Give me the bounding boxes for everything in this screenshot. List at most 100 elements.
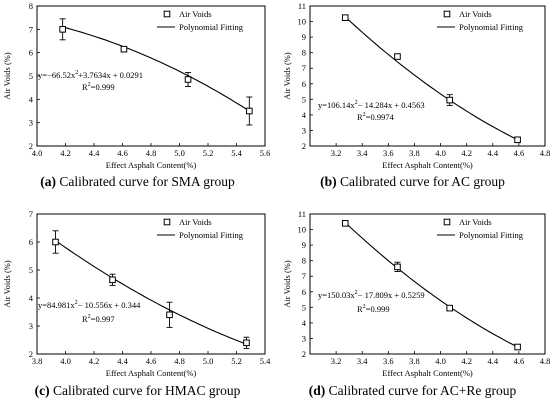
x-axis-label: Effect Asphalt Content(%) bbox=[382, 368, 473, 378]
data-point bbox=[341, 14, 349, 21]
x-tick-label: 4.6 bbox=[146, 356, 157, 366]
data-point bbox=[446, 96, 453, 104]
x-tick-label: 4.8 bbox=[540, 148, 550, 158]
data-point bbox=[394, 53, 401, 60]
x-tick-label: 4.8 bbox=[540, 356, 550, 366]
y-tick-label: 2 bbox=[29, 349, 33, 359]
chart-panel-c: 3.8 4.0 4.2 4.4 4.6 4.8 5.0 5.2 5.4 2 3 4 5 6 7 Effect … bbox=[2, 209, 271, 378]
data-point bbox=[166, 311, 173, 319]
x-tick-label: 3.8 bbox=[32, 356, 43, 366]
y-tick-label: 5 bbox=[302, 94, 306, 104]
x-tick-label: 5.6 bbox=[260, 148, 271, 158]
y-tick-label: 8 bbox=[29, 1, 33, 11]
x-tick-label: 5.4 bbox=[260, 356, 271, 366]
legend-label-air-voids: Air Voids bbox=[179, 9, 212, 19]
x-tick-label: 3.2 bbox=[331, 148, 342, 158]
x-tick-label: 3.8 bbox=[409, 356, 420, 366]
x-tick-label: 3.6 bbox=[383, 356, 394, 366]
legend-label-polynomial: Polynomial Fitting bbox=[459, 230, 524, 240]
x-tick-label: 3.8 bbox=[409, 148, 420, 158]
caption-b: (b) Calibrated curve for AC group bbox=[320, 174, 505, 189]
x-tick-label: 4.6 bbox=[117, 148, 128, 158]
x-tick-label: 3.2 bbox=[331, 356, 342, 366]
x-axis-label: Effect Asphalt Content(%) bbox=[106, 160, 197, 170]
chart-panel-d: 3.2 3.4 3.6 3.8 4.0 4.2 4.4 4.6 4.8 2 3 4 5 6 7 8 9 10 11 E… bbox=[282, 209, 550, 378]
y-tick-label: 11 bbox=[298, 1, 306, 11]
plot-frame bbox=[309, 213, 546, 355]
y-tick-label: 5 bbox=[29, 71, 33, 81]
y-tick-label: 6 bbox=[29, 237, 33, 247]
legend-marker-square bbox=[163, 218, 171, 226]
data-point bbox=[120, 45, 128, 53]
y-tick-label: 3 bbox=[29, 118, 33, 128]
x-tick-label: 4.8 bbox=[174, 356, 185, 366]
x-tick-label: 4.2 bbox=[89, 356, 100, 366]
y-tick-label: 10 bbox=[298, 225, 307, 235]
y-tick-label: 9 bbox=[302, 240, 306, 250]
legend-marker-square bbox=[443, 10, 451, 18]
y-axis-label: Air Voids (%) bbox=[282, 52, 292, 100]
x-tick-label: 4.4 bbox=[487, 148, 498, 158]
fit-curve bbox=[55, 240, 247, 345]
y-axis-label: Air Voids (%) bbox=[2, 52, 12, 100]
y-tick-label: 4 bbox=[29, 94, 34, 104]
fit-curve bbox=[62, 26, 250, 112]
x-tick-label: 4.0 bbox=[60, 356, 71, 366]
x-tick-label: 5.0 bbox=[174, 148, 185, 158]
data-point bbox=[394, 263, 401, 271]
y-tick-label: 6 bbox=[29, 48, 33, 58]
x-tick-label: 4.8 bbox=[146, 148, 157, 158]
r-squared: R2=0.999 bbox=[82, 82, 115, 92]
y-tick-label: 2 bbox=[29, 141, 33, 151]
x-tick-label: 3.4 bbox=[357, 148, 368, 158]
legend-label-polynomial: Polynomial Fitting bbox=[459, 22, 524, 32]
legend-marker-square bbox=[443, 218, 451, 226]
chart-panel-b: 3.2 3.4 3.6 3.8 4.0 4.2 4.4 4.6 4.8 2 3 4 5 6 7 8 9 10 11 E… bbox=[282, 1, 550, 170]
y-tick-label: 3 bbox=[302, 125, 306, 135]
y-axis-label: Air Voids (%) bbox=[282, 260, 292, 308]
y-tick-label: 7 bbox=[302, 271, 306, 281]
x-tick-label: 4.2 bbox=[60, 148, 71, 158]
y-tick-label: 8 bbox=[302, 48, 306, 58]
x-tick-label: 4.0 bbox=[32, 148, 43, 158]
r-squared: R2=0.9974 bbox=[357, 112, 395, 122]
legend-label-polynomial: Polynomial Fitting bbox=[179, 230, 244, 240]
caption-d: (d) Calibrated curve for AC+Re group bbox=[308, 383, 517, 398]
y-tick-label: 5 bbox=[29, 265, 33, 275]
data-point bbox=[109, 276, 116, 284]
y-tick-label: 11 bbox=[298, 209, 306, 219]
y-tick-label: 4 bbox=[29, 293, 34, 303]
y-tick-label: 8 bbox=[302, 256, 306, 266]
y-tick-label: 4 bbox=[302, 318, 307, 328]
y-tick-label: 5 bbox=[302, 302, 306, 312]
data-point bbox=[52, 238, 59, 246]
data-point bbox=[246, 107, 253, 115]
y-tick-label: 9 bbox=[302, 32, 306, 42]
y-tick-label: 7 bbox=[29, 24, 33, 34]
data-point bbox=[341, 220, 349, 227]
y-tick-label: 7 bbox=[302, 63, 306, 73]
y-axis-label: Air Voids (%) bbox=[2, 260, 12, 308]
chart-panel-a: 4.0 4.2 4.4 4.6 4.8 5.0 5.2 5.4 5.6 2 3 4 5 6 7 8 Effect… bbox=[2, 1, 270, 170]
fit-curve bbox=[344, 16, 518, 141]
fit-curve bbox=[344, 222, 518, 348]
fit-equation: y=84.981x2− 10.556x + 0.344 bbox=[38, 300, 141, 310]
y-tick-label: 6 bbox=[302, 79, 306, 89]
x-tick-label: 4.6 bbox=[514, 148, 525, 158]
data-point bbox=[184, 76, 192, 83]
x-tick-label: 4.2 bbox=[461, 148, 472, 158]
x-tick-label: 4.4 bbox=[117, 356, 128, 366]
plot-frame bbox=[309, 5, 546, 147]
fit-equation: y=106.14x2− 14.284x + 0.4563 bbox=[318, 100, 425, 110]
x-tick-label: 3.6 bbox=[383, 148, 394, 158]
x-tick-label: 4.2 bbox=[461, 356, 472, 366]
x-axis-label: Effect Asphalt Content(%) bbox=[106, 368, 197, 378]
legend-label-air-voids: Air Voids bbox=[459, 9, 492, 19]
x-tick-label: 5.0 bbox=[203, 356, 214, 366]
legend-label-polynomial: Polynomial Fitting bbox=[179, 22, 244, 32]
caption-c: (c) Calibrated curve for HMAC group bbox=[34, 383, 241, 398]
y-tick-label: 4 bbox=[302, 110, 307, 120]
data-point bbox=[243, 339, 250, 347]
y-tick-label: 7 bbox=[29, 209, 33, 219]
